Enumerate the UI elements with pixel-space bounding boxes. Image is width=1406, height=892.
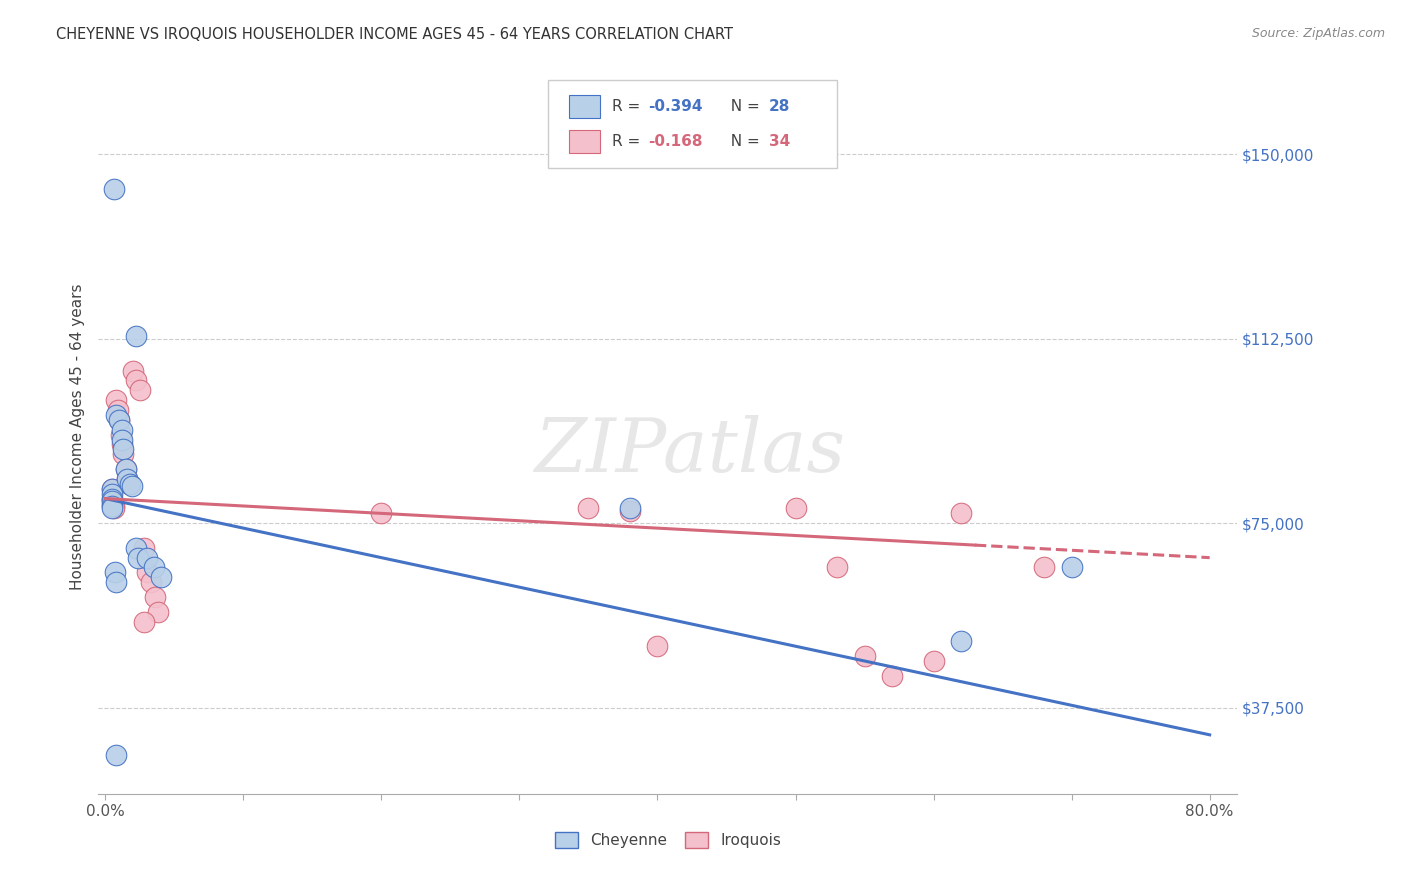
Point	[105, 575, 128, 590]
Point	[105, 393, 128, 408]
Point	[103, 501, 125, 516]
Point	[103, 499, 125, 513]
Point	[619, 504, 641, 518]
Point	[101, 491, 124, 506]
Point	[370, 507, 392, 521]
Point	[101, 494, 124, 508]
Point	[578, 501, 600, 516]
Point	[115, 462, 138, 476]
Text: R =: R =	[612, 135, 645, 149]
Point	[108, 413, 131, 427]
Text: 28: 28	[769, 99, 790, 113]
Point	[127, 550, 149, 565]
Point	[112, 442, 135, 457]
Point	[105, 747, 128, 762]
Point	[647, 639, 669, 653]
Point	[110, 427, 132, 442]
Point	[146, 605, 169, 619]
Point	[117, 472, 139, 486]
Point	[107, 403, 129, 417]
Point	[101, 499, 124, 513]
Point	[105, 408, 128, 422]
Point	[103, 181, 125, 195]
Point	[117, 472, 139, 486]
Point	[112, 447, 135, 461]
Text: -0.168: -0.168	[648, 135, 703, 149]
Point	[118, 476, 141, 491]
Y-axis label: Householder Income Ages 45 - 64 years: Householder Income Ages 45 - 64 years	[69, 284, 84, 591]
Point	[101, 491, 124, 506]
Point	[825, 560, 848, 574]
Point	[142, 560, 165, 574]
Point	[125, 541, 148, 555]
Point	[619, 501, 641, 516]
Point	[111, 433, 134, 447]
Point	[101, 482, 124, 496]
Point	[922, 654, 945, 668]
Point	[132, 615, 155, 629]
Point	[101, 496, 124, 510]
Point	[785, 501, 807, 516]
Point	[125, 329, 148, 343]
Point	[135, 566, 157, 580]
Point	[853, 649, 876, 664]
Text: ZIPatlas: ZIPatlas	[536, 415, 846, 488]
Text: R =: R =	[612, 99, 645, 113]
Point	[111, 437, 134, 451]
Text: N =: N =	[721, 135, 765, 149]
Point	[101, 482, 124, 496]
Point	[139, 575, 162, 590]
Point	[111, 423, 134, 437]
Point	[108, 413, 131, 427]
Point	[128, 384, 150, 398]
Legend: Cheyenne, Iroquois: Cheyenne, Iroquois	[548, 826, 787, 854]
Text: 34: 34	[769, 135, 790, 149]
Point	[115, 462, 138, 476]
Point	[125, 374, 148, 388]
Point	[135, 550, 157, 565]
Point	[104, 566, 127, 580]
Point	[950, 507, 973, 521]
Point	[132, 541, 155, 555]
Point	[1060, 560, 1083, 574]
Point	[101, 486, 124, 500]
Point	[143, 590, 166, 604]
Point	[882, 669, 904, 683]
Point	[950, 634, 973, 648]
Text: Source: ZipAtlas.com: Source: ZipAtlas.com	[1251, 27, 1385, 40]
Text: N =: N =	[721, 99, 765, 113]
Text: -0.394: -0.394	[648, 99, 703, 113]
Text: CHEYENNE VS IROQUOIS HOUSEHOLDER INCOME AGES 45 - 64 YEARS CORRELATION CHART: CHEYENNE VS IROQUOIS HOUSEHOLDER INCOME …	[56, 27, 734, 42]
Point	[101, 501, 124, 516]
Point	[121, 479, 143, 493]
Point	[120, 476, 142, 491]
Point	[1033, 560, 1056, 574]
Point	[149, 570, 172, 584]
Point	[122, 364, 145, 378]
